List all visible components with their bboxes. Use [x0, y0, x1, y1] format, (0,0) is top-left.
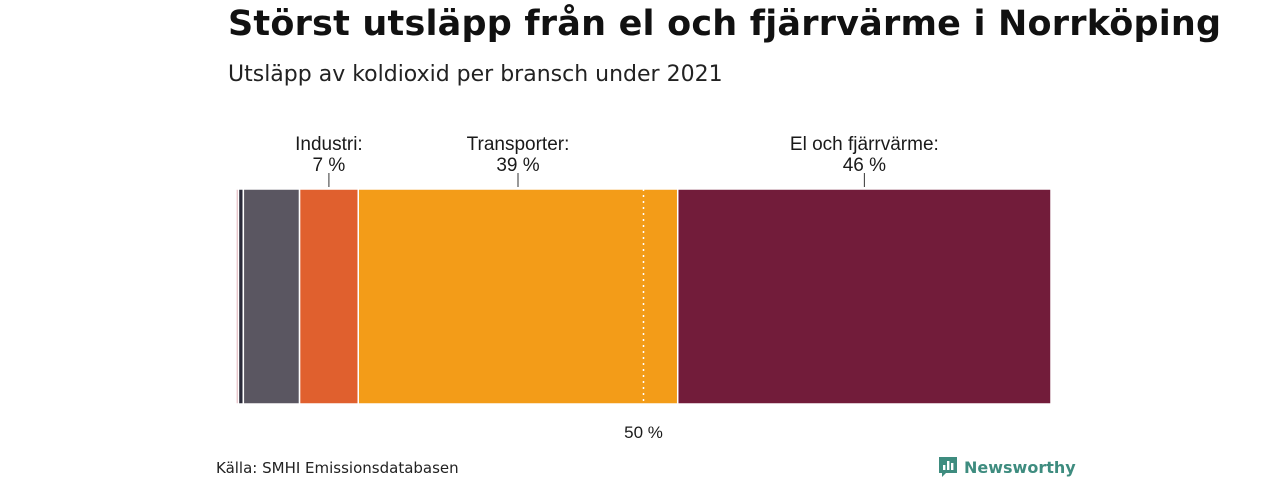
segment-label-industri: Industri: [295, 134, 363, 155]
segment-value-el-och-fjärrvärme: 46 % [843, 155, 886, 176]
source-note: Källa: SMHI Emissionsdatabasen [216, 459, 459, 477]
bar-segment-industri [298, 188, 360, 405]
segment-labels: Industri:7 % Transporter:39 % El och fjärr… [295, 134, 939, 187]
bar-segment-transporter [357, 188, 679, 405]
newsworthy-logo: Newsworthy [937, 455, 1076, 479]
bar-segment-el-och-fjärrvärme [676, 188, 1052, 405]
reference-line-group: 50 % [624, 189, 663, 442]
chart-subtitle: Utsläpp av koldioxid per bransch under 2… [228, 62, 723, 87]
segment-label-transporter: Transporter: [467, 134, 570, 155]
reference-line-label: 50 % [624, 423, 663, 442]
segment-value-industri: 7 % [313, 155, 346, 176]
newsworthy-logo-icon [939, 457, 957, 477]
bar-segments [235, 188, 1052, 405]
chart-title: Störst utsläpp från el och fjärrvärme i … [228, 4, 1222, 44]
brand-name: Newsworthy [964, 457, 1076, 477]
bar-segment-unlabeled-2 [242, 188, 301, 405]
segment-value-transporter: 39 % [496, 155, 539, 176]
segment-label-el-och-fjärrvärme: El och fjärrvärme: [790, 134, 939, 155]
